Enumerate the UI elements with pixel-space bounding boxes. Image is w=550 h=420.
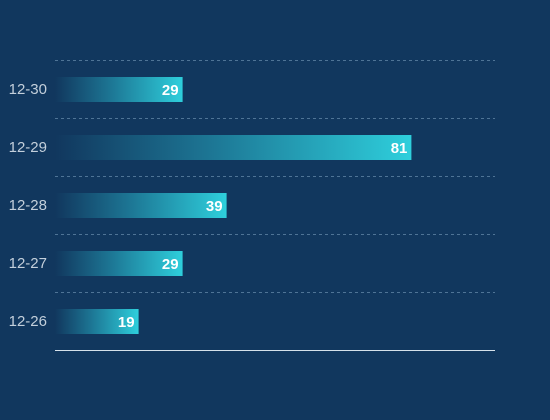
value-label: 29 xyxy=(162,256,179,273)
value-labels: 29 81 39 29 19 xyxy=(118,82,407,331)
value-label: 39 xyxy=(206,198,223,215)
value-label: 29 xyxy=(162,82,179,99)
bar-12-28 xyxy=(55,193,227,218)
bar-12-26 xyxy=(55,309,139,334)
bar-12-29 xyxy=(55,135,412,160)
gridlines xyxy=(55,60,495,293)
category-label: 12-27 xyxy=(9,255,47,272)
category-label: 12-29 xyxy=(9,139,47,156)
category-labels: 12-30 12-29 12-28 12-27 12-26 xyxy=(9,81,47,330)
bars xyxy=(55,77,412,334)
bar-12-30 xyxy=(55,77,183,102)
value-label: 19 xyxy=(118,314,135,331)
category-label: 12-28 xyxy=(9,197,47,214)
bar-12-27 xyxy=(55,251,183,276)
value-label: 81 xyxy=(391,140,408,157)
category-label: 12-26 xyxy=(9,313,47,330)
category-label: 12-30 xyxy=(9,81,47,98)
